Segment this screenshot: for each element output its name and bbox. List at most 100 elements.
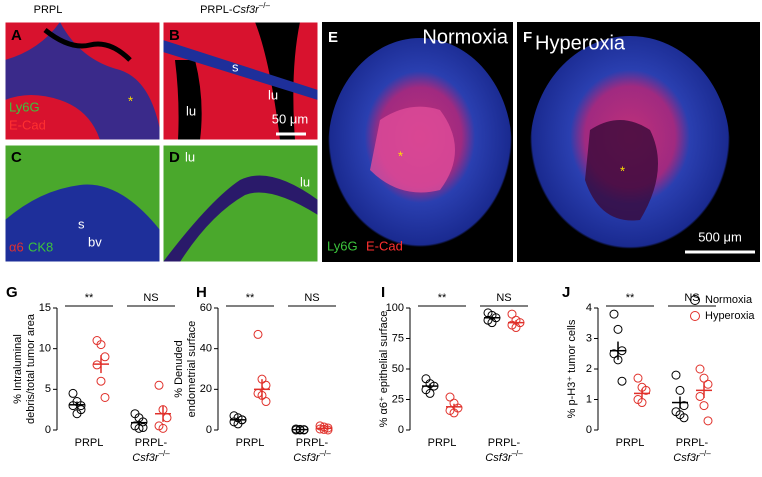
stain-label: E-Cad bbox=[366, 238, 403, 253]
region-label: lu bbox=[185, 149, 195, 164]
stain-label: E-Cad bbox=[9, 117, 46, 132]
data-point bbox=[699, 373, 709, 383]
image-a: A Ly6G E-Cad * bbox=[4, 21, 161, 141]
significance-label: NS bbox=[684, 292, 699, 304]
data-point bbox=[253, 329, 263, 339]
x-tick-label: PRPL bbox=[428, 437, 457, 449]
column-header: PRPL bbox=[34, 4, 63, 16]
y-tick-label: 50 bbox=[392, 363, 404, 375]
region-label: bv bbox=[88, 234, 102, 249]
data-point bbox=[421, 374, 431, 384]
x-tick-label: PRPL- bbox=[488, 437, 521, 449]
panel-letter: D bbox=[169, 149, 180, 166]
y-tick-label: 10 bbox=[39, 343, 51, 355]
data-point bbox=[323, 425, 333, 435]
data-point bbox=[68, 388, 78, 398]
data-point bbox=[261, 397, 271, 407]
region-label: s bbox=[78, 216, 85, 231]
y-axis-label: endometrial surface bbox=[186, 321, 198, 418]
significance-label: NS bbox=[143, 292, 158, 304]
y-tick-label: 60 bbox=[200, 302, 212, 314]
data-point bbox=[671, 370, 681, 380]
data-point bbox=[425, 388, 435, 398]
data-point bbox=[100, 392, 110, 402]
x-tick-label: Csf3r–/– bbox=[673, 449, 711, 464]
panel-letter: F bbox=[523, 29, 532, 46]
y-tick-label: 2 bbox=[586, 363, 592, 375]
condition-label: Normoxia bbox=[422, 26, 508, 48]
legend-marker bbox=[690, 311, 700, 321]
y-axis-label: % α6⁺ epithelial surface bbox=[378, 311, 390, 428]
y-axis-label: debris/total tumor area bbox=[25, 313, 37, 424]
y-tick-label: 20 bbox=[200, 383, 212, 395]
data-point bbox=[96, 376, 106, 386]
x-tick-label: PRPL bbox=[616, 437, 645, 449]
panel-letter: A bbox=[11, 27, 22, 44]
x-tick-label: PRPL- bbox=[135, 437, 168, 449]
scale-label: 50 μm bbox=[272, 111, 308, 126]
significance-label: ** bbox=[246, 292, 255, 304]
data-point bbox=[699, 401, 709, 411]
x-tick-label: PRPL bbox=[236, 437, 265, 449]
data-point bbox=[76, 405, 86, 415]
data-point bbox=[613, 324, 623, 334]
panel-letter: C bbox=[11, 149, 22, 166]
legend-marker bbox=[690, 295, 700, 305]
panel-letter: E bbox=[328, 29, 338, 46]
data-point bbox=[507, 309, 517, 319]
data-point bbox=[92, 360, 102, 370]
y-tick-label: 100 bbox=[386, 302, 404, 314]
data-point bbox=[703, 379, 713, 389]
y-tick-label: 15 bbox=[39, 302, 51, 314]
y-axis-label: % p-H3⁺ tumor cells bbox=[566, 319, 578, 418]
significance-label: NS bbox=[304, 292, 319, 304]
region-label: s bbox=[232, 59, 239, 74]
region-label: lu bbox=[268, 87, 278, 102]
image-d: D lu lu bbox=[162, 144, 319, 263]
significance-label: ** bbox=[626, 292, 635, 304]
asterisk: * bbox=[128, 93, 133, 108]
panel-letter: H bbox=[196, 284, 207, 301]
panel-letter: G bbox=[6, 284, 18, 301]
asterisk: * bbox=[398, 148, 403, 163]
x-tick-label: Csf3r–/– bbox=[132, 449, 170, 464]
x-tick-label: Csf3r–/– bbox=[485, 449, 523, 464]
y-tick-label: 75 bbox=[392, 332, 404, 344]
scale-label: 500 μm bbox=[698, 229, 742, 244]
data-point bbox=[319, 424, 329, 434]
y-tick-label: 5 bbox=[45, 383, 51, 395]
image-f: F Hyperoxia * 500 μm bbox=[517, 22, 760, 262]
panel-letter: J bbox=[562, 284, 570, 301]
x-tick-label: PRPL- bbox=[676, 437, 709, 449]
stain-label: CK8 bbox=[28, 239, 53, 254]
data-point bbox=[96, 340, 106, 350]
asterisk: * bbox=[620, 163, 625, 178]
legend-label: Hyperoxia bbox=[705, 310, 755, 322]
data-point bbox=[679, 413, 689, 423]
region-label: lu bbox=[300, 174, 310, 189]
y-tick-label: 40 bbox=[200, 343, 212, 355]
y-tick-label: 4 bbox=[586, 302, 592, 314]
region-label: lu bbox=[186, 103, 196, 118]
data-point bbox=[261, 380, 271, 390]
legend-label: Normoxia bbox=[705, 294, 753, 306]
image-c: C s bv α6 CK8 bbox=[4, 144, 161, 263]
data-point bbox=[695, 391, 705, 401]
data-point bbox=[162, 413, 172, 423]
y-tick-label: 25 bbox=[392, 393, 404, 405]
data-point bbox=[703, 416, 713, 426]
image-e: E Normoxia Ly6G E-Cad * bbox=[322, 22, 513, 262]
y-tick-label: 3 bbox=[586, 332, 592, 344]
condition-label: Hyperoxia bbox=[535, 32, 626, 54]
y-tick-label: 0 bbox=[45, 424, 51, 436]
y-tick-label: 0 bbox=[586, 424, 592, 436]
y-tick-label: 1 bbox=[586, 393, 592, 405]
data-point bbox=[617, 376, 627, 386]
data-point bbox=[637, 398, 647, 408]
y-tick-label: 0 bbox=[206, 424, 212, 436]
data-point bbox=[453, 403, 463, 413]
data-point bbox=[695, 364, 705, 374]
data-point bbox=[633, 373, 643, 383]
image-b: B s lu lu 50 μm bbox=[162, 21, 319, 141]
